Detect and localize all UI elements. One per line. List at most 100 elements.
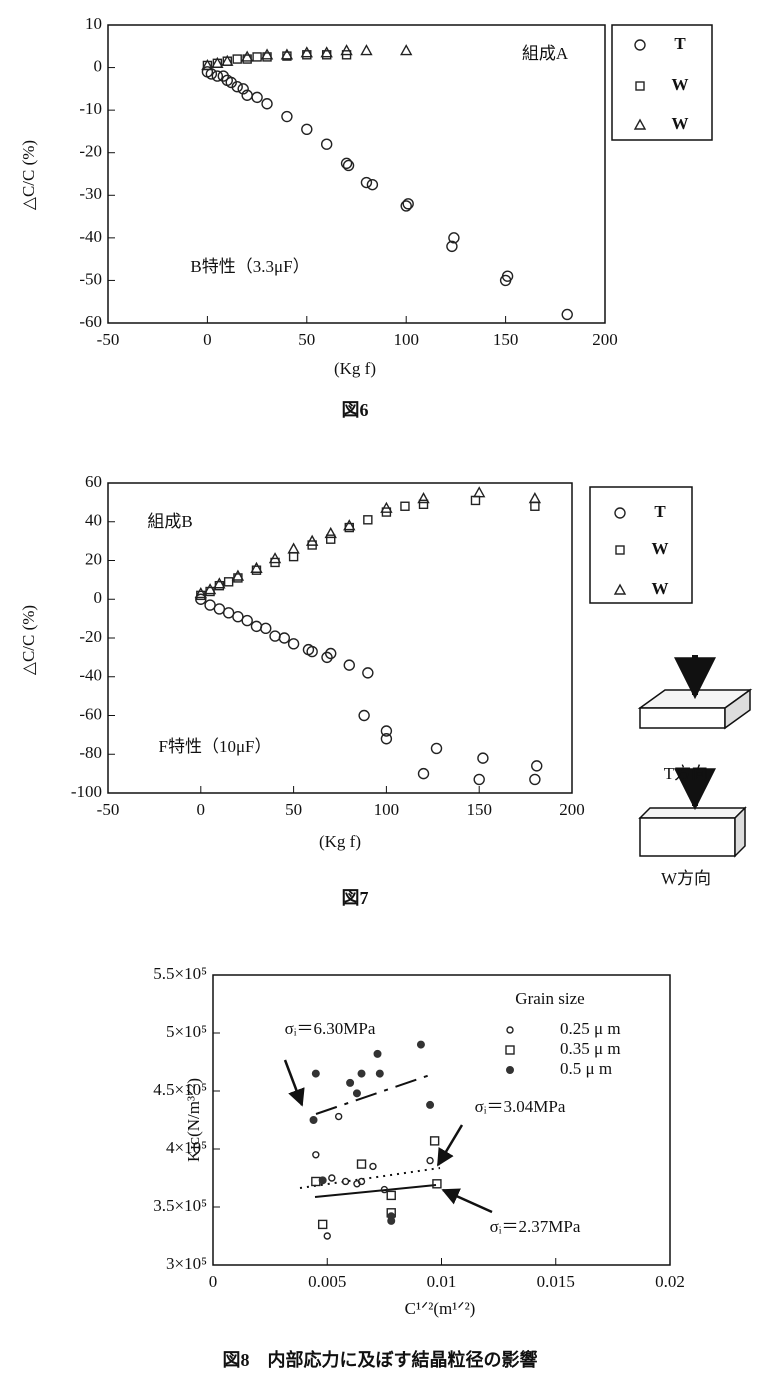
legend-label: 0.35 μ m — [560, 1039, 621, 1058]
x-tick-label: 200 — [592, 330, 618, 349]
point — [325, 647, 337, 660]
point — [530, 501, 540, 511]
point — [213, 577, 226, 589]
legend-marker — [614, 507, 626, 519]
point — [250, 620, 263, 633]
legend-marker — [634, 39, 646, 51]
annotation: 組成A — [522, 44, 569, 63]
x-tick-label: -50 — [97, 800, 120, 819]
x-tick-label: 150 — [493, 330, 519, 349]
point — [380, 1185, 389, 1194]
point — [380, 725, 393, 737]
x-tick-label: 50 — [285, 800, 302, 819]
point — [380, 501, 393, 513]
point — [417, 492, 430, 504]
point — [357, 1069, 366, 1078]
legend-box — [611, 24, 713, 141]
x-tick-label: 0.02 — [655, 1272, 685, 1291]
point — [380, 733, 393, 745]
point — [418, 499, 429, 510]
point — [561, 308, 573, 321]
point — [204, 599, 216, 611]
legend-label: W — [652, 579, 669, 598]
point — [357, 1177, 366, 1186]
point — [326, 534, 336, 544]
annotation: σᵢ＝6.30MPa — [285, 1019, 376, 1038]
point — [400, 44, 413, 56]
y-tick-label: 10 — [85, 14, 102, 33]
point — [324, 526, 337, 539]
legend-title: Grain size — [515, 989, 584, 1008]
point — [269, 630, 281, 642]
caption: 図7 — [342, 888, 369, 908]
point — [416, 1040, 425, 1049]
point — [240, 50, 254, 62]
point — [362, 667, 374, 679]
point — [281, 110, 293, 123]
caption: 図8 内部応力に及ぼす結晶粒径の影響 — [223, 1349, 538, 1370]
legend-label: W — [672, 75, 689, 94]
caption: 図6 — [342, 400, 369, 420]
y-tick-label: 5×10⁵ — [166, 1022, 207, 1041]
point — [340, 44, 353, 56]
point — [430, 742, 443, 755]
point — [387, 1216, 396, 1225]
point — [306, 645, 318, 658]
point — [301, 123, 313, 136]
y-tick-label: -20 — [79, 142, 102, 161]
y-tick-label: -50 — [79, 269, 102, 288]
y-tick-label: -100 — [71, 782, 102, 801]
y-tick-label: -40 — [79, 227, 102, 246]
point — [343, 519, 356, 531]
point — [260, 48, 274, 60]
point — [287, 542, 300, 554]
point — [201, 59, 214, 71]
point — [432, 1179, 442, 1189]
point — [312, 1151, 320, 1159]
point — [369, 1162, 377, 1171]
annotation: T方向 — [664, 764, 708, 783]
point — [232, 610, 244, 623]
y-axis-label: △C/C (%) — [19, 140, 38, 210]
point — [231, 81, 243, 93]
y-tick-label: 60 — [85, 472, 102, 491]
plot-frame — [107, 24, 606, 324]
point — [346, 1078, 355, 1087]
legend-marker — [633, 118, 647, 130]
point — [529, 773, 541, 786]
legend-label: 0.5 μ m — [560, 1059, 612, 1078]
x-tick-label: 0.01 — [427, 1272, 457, 1291]
legend-marker — [505, 1045, 515, 1055]
y-tick-label: -10 — [79, 99, 102, 118]
point — [211, 70, 224, 82]
point — [360, 44, 373, 56]
w-direction-diagram — [638, 768, 747, 858]
point — [473, 486, 486, 498]
point — [448, 232, 460, 244]
point — [400, 501, 410, 511]
point — [528, 492, 542, 504]
point — [417, 767, 430, 780]
point — [320, 46, 333, 58]
point — [222, 607, 235, 619]
point — [352, 1089, 361, 1098]
point — [221, 54, 234, 66]
legend-marker — [613, 583, 627, 595]
x-tick-label: 0 — [197, 800, 206, 819]
x-axis-label: (Kg f) — [319, 832, 361, 851]
point — [305, 534, 319, 546]
y-tick-label: 5.5×10⁵ — [153, 964, 207, 983]
annotation: F特性（10μF） — [158, 737, 271, 756]
point — [203, 583, 217, 595]
point — [288, 551, 299, 562]
annotation: σᵢ＝2.37MPa — [490, 1217, 581, 1236]
point — [318, 1176, 327, 1185]
y-tick-label: -80 — [79, 743, 102, 762]
y-tick-label: 3.5×10⁵ — [153, 1196, 207, 1215]
point — [426, 1100, 435, 1109]
y-tick-label: 0 — [94, 56, 103, 75]
y-tick-label: -30 — [79, 184, 102, 203]
point — [213, 603, 226, 615]
point — [268, 552, 282, 564]
